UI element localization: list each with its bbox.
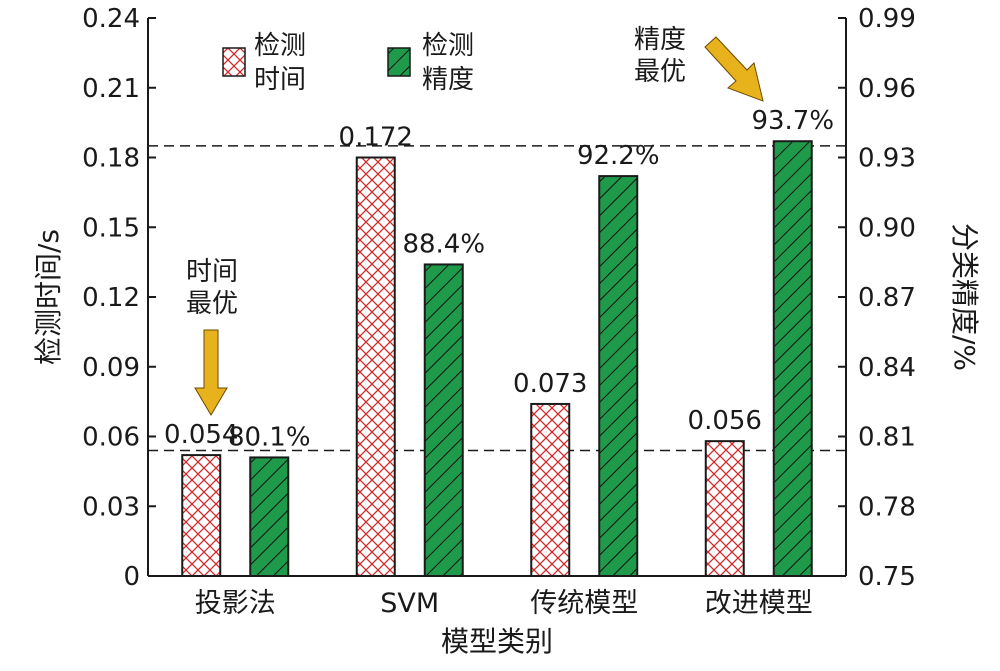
bar-time-1 (355, 156, 396, 577)
annotation-time-best-line2: 最优 (186, 289, 238, 319)
bar-accuracy-1 (423, 263, 464, 577)
left-tick-label: 0.12 (82, 283, 140, 313)
right-tick-label: 0.75 (858, 562, 916, 592)
legend-label-time-line2: 时间 (254, 65, 306, 95)
legend-swatch-time (222, 47, 246, 77)
annotation-time-best-arrow (194, 329, 228, 416)
bar-time-3 (704, 440, 745, 577)
legend-label-accuracy-line2: 精度 (422, 65, 474, 95)
category-label: 投影法 (195, 588, 276, 619)
right-tick-label: 0.81 (858, 423, 916, 453)
left-tick-label: 0.09 (82, 353, 140, 383)
y-axis-right-title: 分类精度/% (948, 223, 981, 371)
right-tick-label: 0.90 (858, 213, 916, 243)
left-axis-ticks: 0 0.03 0.06 0.09 0.12 0.15 0.18 0.21 0.24 (82, 4, 156, 592)
annotation-accuracy-best-line1: 精度 (634, 25, 686, 55)
right-tick-label: 0.96 (858, 74, 916, 104)
bar-accuracy-0 (249, 456, 290, 577)
right-tick-label: 0.93 (858, 144, 916, 174)
data-label-accuracy: 88.4% (402, 229, 485, 259)
bar-time-2 (530, 402, 571, 578)
legend-swatch-accuracy (387, 47, 411, 77)
left-tick-label: 0.21 (82, 74, 140, 104)
left-tick-label: 0.18 (82, 144, 140, 174)
data-label-accuracy: 93.7% (751, 106, 834, 136)
data-label-accuracy: 80.1% (228, 422, 311, 452)
data-label-time: 0.073 (513, 369, 587, 399)
data-label-time: 0.054 (164, 420, 238, 450)
legend-label-time-line1: 检测 (254, 31, 306, 61)
category-label: 改进模型 (705, 588, 813, 619)
right-tick-label: 0.84 (858, 353, 916, 383)
x-axis-title: 模型类别 (441, 625, 553, 658)
left-tick-label: 0.06 (82, 423, 140, 453)
left-tick-label: 0.03 (82, 492, 140, 522)
annotation-accuracy-best-line2: 最优 (634, 57, 686, 87)
left-tick-label: 0.15 (82, 213, 140, 243)
annotation-accuracy-best: 精度 最优 (634, 25, 764, 102)
bar-time-0 (181, 454, 222, 578)
annotation-accuracy-best-arrow (704, 36, 764, 102)
bar-accuracy-2 (598, 175, 639, 577)
data-label-time: 0.056 (688, 406, 762, 436)
legend: 检测 时间 检测 精度 (222, 31, 474, 95)
category-labels: 投影法 SVM 传统模型 改进模型 (195, 588, 813, 619)
data-label-accuracy: 92.2% (577, 141, 660, 171)
annotation-time-best: 时间 最优 (186, 257, 238, 416)
right-tick-label: 0.87 (858, 283, 916, 313)
left-tick-label: 0.24 (82, 4, 140, 34)
reference-lines (148, 145, 846, 452)
legend-label-accuracy-line1: 检测 (422, 31, 474, 61)
y-axis-left-title: 检测时间/s (32, 229, 65, 365)
left-tick-label: 0 (123, 562, 140, 592)
bar-accuracy-3 (772, 140, 813, 577)
right-tick-label: 0.78 (858, 492, 916, 522)
right-axis-ticks: 0.75 0.78 0.81 0.84 0.87 0.90 0.93 0.96 0.99 (838, 4, 916, 592)
category-label: SVM (380, 588, 439, 619)
data-label-time: 0.172 (339, 123, 413, 153)
right-tick-label: 0.99 (858, 4, 916, 34)
annotation-time-best-line1: 时间 (186, 257, 238, 287)
category-label: 传统模型 (530, 588, 638, 619)
